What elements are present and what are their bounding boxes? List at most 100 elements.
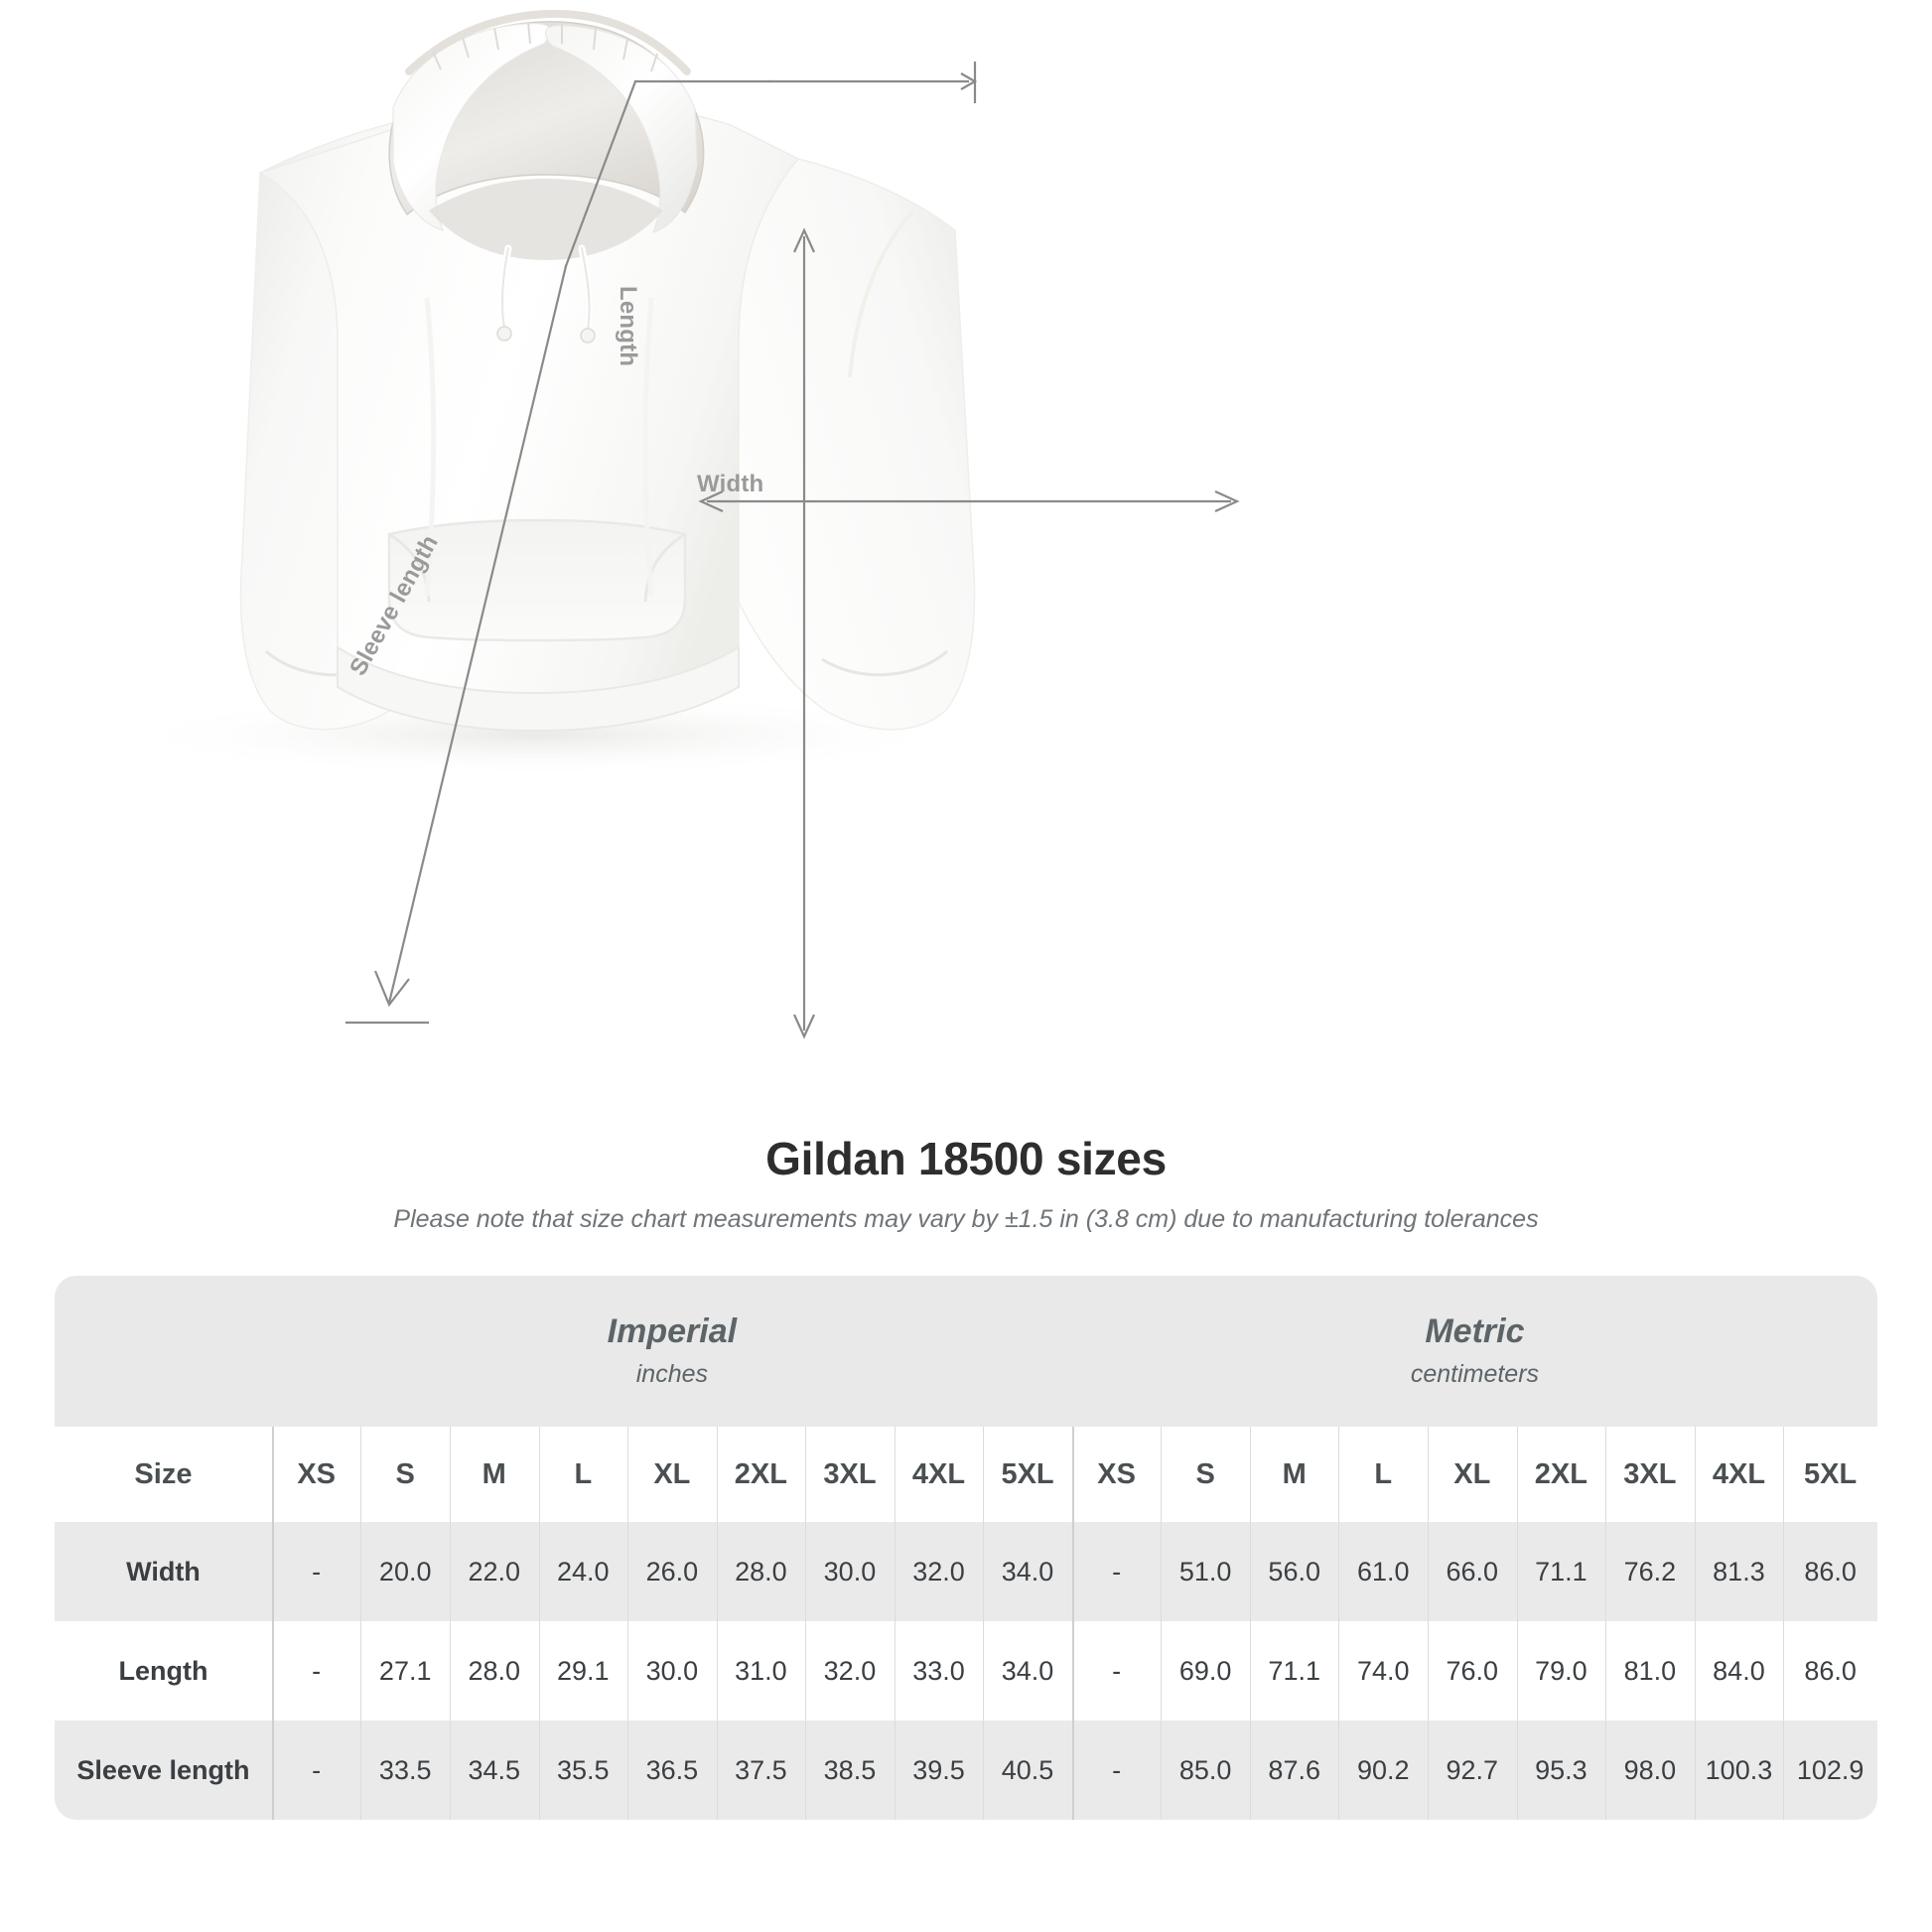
unit-imperial-sub: inches	[635, 1360, 708, 1389]
unit-imperial-cell: Imperial inches	[271, 1276, 1072, 1427]
cell-width-imperial-5xl: 34.0	[983, 1522, 1072, 1621]
cell-width-imperial-xl: 26.0	[627, 1522, 717, 1621]
cell-sleeve-imperial-l: 35.5	[538, 1721, 628, 1820]
hoodie-illustration	[109, 9, 976, 776]
header-imperial-xl: XL	[627, 1427, 717, 1522]
header-size: Size	[55, 1427, 272, 1522]
unit-banner-row: Imperial inches Metric centimeters	[55, 1276, 1877, 1427]
cell-sleeve-metric-s: 85.0	[1161, 1721, 1250, 1820]
cell-sleeve-imperial-s: 33.5	[360, 1721, 450, 1820]
cell-sleeve-metric-5xl: 102.9	[1783, 1721, 1877, 1820]
header-imperial-s: S	[360, 1427, 450, 1522]
size-table: Imperial inches Metric centimeters Size …	[55, 1276, 1877, 1820]
tolerance-note: Please note that size chart measurements…	[393, 1205, 1539, 1233]
cell-sleeve-imperial-xs: -	[271, 1721, 361, 1820]
cell-length-imperial-2xl: 31.0	[716, 1621, 806, 1721]
header-metric-xl: XL	[1428, 1427, 1517, 1522]
cell-width-imperial-2xl: 28.0	[716, 1522, 806, 1621]
header-imperial-m: M	[449, 1427, 539, 1522]
cell-sleeve-metric-3xl: 98.0	[1605, 1721, 1695, 1820]
cell-length-metric-s: 69.0	[1161, 1621, 1250, 1721]
cell-length-metric-3xl: 81.0	[1605, 1621, 1695, 1721]
cell-width-metric-4xl: 81.3	[1694, 1522, 1784, 1621]
header-metric-2xl: 2XL	[1516, 1427, 1606, 1522]
unit-metric-name: Metric	[1425, 1311, 1525, 1350]
cell-length-imperial-s: 27.1	[360, 1621, 450, 1721]
measurement-diagram: Width Length Sleeve length	[109, 9, 1240, 1039]
cell-width-imperial-s: 20.0	[360, 1522, 450, 1621]
diagram-label-length: Length	[615, 286, 641, 367]
cell-width-imperial-xs: -	[271, 1522, 361, 1621]
row-label-width: Width	[55, 1522, 272, 1621]
header-imperial-l: L	[538, 1427, 628, 1522]
cell-length-imperial-xs: -	[271, 1621, 361, 1721]
cell-width-imperial-3xl: 30.0	[805, 1522, 895, 1621]
cell-width-metric-2xl: 71.1	[1516, 1522, 1606, 1621]
cell-length-metric-2xl: 79.0	[1516, 1621, 1606, 1721]
header-imperial-4xl: 4XL	[894, 1427, 984, 1522]
cell-width-metric-5xl: 86.0	[1783, 1522, 1877, 1621]
cell-length-metric-4xl: 84.0	[1694, 1621, 1784, 1721]
cell-sleeve-metric-4xl: 100.3	[1694, 1721, 1784, 1820]
cell-width-metric-m: 56.0	[1249, 1522, 1339, 1621]
cell-width-metric-3xl: 76.2	[1605, 1522, 1695, 1621]
cell-length-metric-l: 74.0	[1338, 1621, 1429, 1721]
cell-length-imperial-5xl: 34.0	[983, 1621, 1072, 1721]
table-row: Length - 27.1 28.0 29.1 30.0 31.0 32.0 3…	[55, 1621, 1877, 1721]
unit-metric-sub: centimeters	[1410, 1360, 1540, 1389]
cell-width-metric-s: 51.0	[1161, 1522, 1250, 1621]
cell-length-metric-5xl: 86.0	[1783, 1621, 1877, 1721]
cell-width-imperial-l: 24.0	[538, 1522, 628, 1621]
cell-length-metric-xs: -	[1071, 1621, 1162, 1721]
title-block: Gildan 18500 sizes Please note that size…	[0, 1132, 1932, 1234]
header-metric-xs: XS	[1071, 1427, 1162, 1522]
cell-length-imperial-m: 28.0	[449, 1621, 539, 1721]
row-label-length: Length	[55, 1621, 272, 1721]
cell-sleeve-metric-xs: -	[1071, 1721, 1162, 1820]
header-imperial-5xl: 5XL	[983, 1427, 1072, 1522]
cell-width-metric-xs: -	[1071, 1522, 1162, 1621]
cell-sleeve-imperial-4xl: 39.5	[894, 1721, 984, 1820]
header-metric-4xl: 4XL	[1694, 1427, 1784, 1522]
cell-length-imperial-4xl: 33.0	[894, 1621, 984, 1721]
cell-width-imperial-m: 22.0	[449, 1522, 539, 1621]
diagram-label-width: Width	[697, 471, 764, 497]
row-label-sleeve-length: Sleeve length	[55, 1721, 272, 1820]
unit-metric-cell: Metric centimeters	[1071, 1276, 1877, 1427]
table-row: Width - 20.0 22.0 24.0 26.0 28.0 30.0 32…	[55, 1522, 1877, 1621]
cell-sleeve-imperial-xl: 36.5	[627, 1721, 717, 1820]
header-imperial-xs: XS	[271, 1427, 361, 1522]
cell-sleeve-metric-xl: 92.7	[1428, 1721, 1517, 1820]
cell-length-imperial-3xl: 32.0	[805, 1621, 895, 1721]
sleeve-arrow-bottom	[373, 970, 410, 1008]
cell-sleeve-imperial-3xl: 38.5	[805, 1721, 895, 1820]
cell-sleeve-metric-l: 90.2	[1338, 1721, 1429, 1820]
header-imperial-2xl: 2XL	[716, 1427, 806, 1522]
measurement-lines	[345, 62, 1240, 1039]
page-title: Gildan 18500 sizes	[765, 1133, 1167, 1184]
header-metric-m: M	[1249, 1427, 1339, 1522]
cell-sleeve-imperial-2xl: 37.5	[716, 1721, 806, 1820]
size-table-container: Imperial inches Metric centimeters Size …	[55, 1276, 1877, 1820]
cell-length-metric-xl: 76.0	[1428, 1621, 1517, 1721]
cell-length-imperial-l: 29.1	[538, 1621, 628, 1721]
cell-length-metric-m: 71.1	[1249, 1621, 1339, 1721]
header-metric-s: S	[1161, 1427, 1250, 1522]
cell-sleeve-imperial-m: 34.5	[449, 1721, 539, 1820]
cell-sleeve-imperial-5xl: 40.5	[983, 1721, 1072, 1820]
table-row: Sleeve length - 33.5 34.5 35.5 36.5 37.5…	[55, 1721, 1877, 1820]
cell-width-metric-l: 61.0	[1338, 1522, 1429, 1621]
cell-width-imperial-4xl: 32.0	[894, 1522, 984, 1621]
cell-sleeve-metric-m: 87.6	[1249, 1721, 1339, 1820]
header-metric-l: L	[1338, 1427, 1429, 1522]
header-metric-5xl: 5XL	[1783, 1427, 1877, 1522]
cell-length-imperial-xl: 30.0	[627, 1621, 717, 1721]
size-header-row: Size XS S M L XL 2XL 3XL 4XL 5XL XS S M …	[55, 1427, 1877, 1522]
header-imperial-3xl: 3XL	[805, 1427, 895, 1522]
cell-width-metric-xl: 66.0	[1428, 1522, 1517, 1621]
header-metric-3xl: 3XL	[1605, 1427, 1695, 1522]
unit-imperial-name: Imperial	[607, 1311, 738, 1350]
unit-banner-spacer	[55, 1276, 272, 1427]
cell-sleeve-metric-2xl: 95.3	[1516, 1721, 1606, 1820]
